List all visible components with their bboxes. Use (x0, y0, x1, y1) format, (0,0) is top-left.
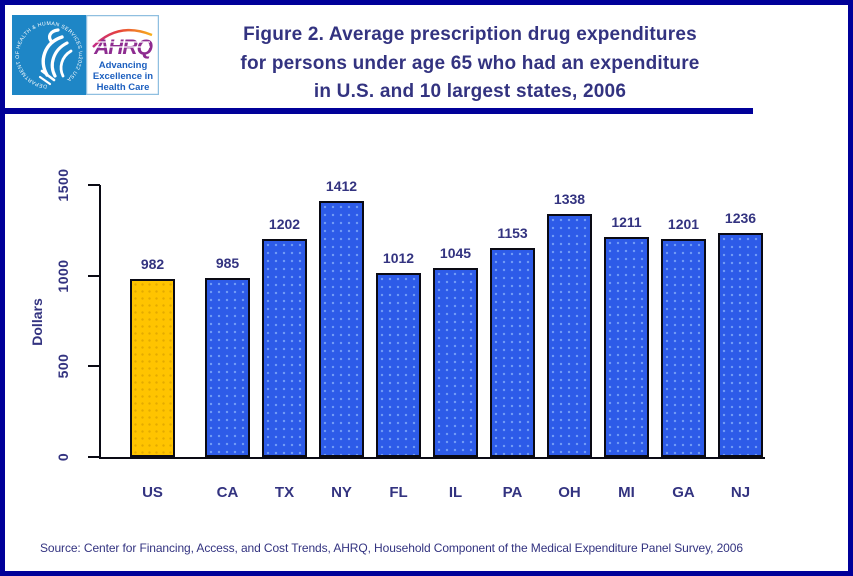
bar-GA (661, 239, 706, 457)
ahrq-logo-icon: AHRQ Advancing Excellence in Health Care (85, 14, 160, 96)
header-divider-rule (5, 108, 753, 114)
bar-NY (319, 201, 364, 457)
ahrq-logo: AHRQ Advancing Excellence in Health Care (85, 14, 160, 96)
bar-value-label-PA: 1153 (497, 225, 528, 241)
bar-value-label-NJ: 1236 (724, 210, 757, 226)
x-axis-label-CA: CA (216, 484, 239, 501)
bar-FL (376, 273, 421, 457)
y-axis-tick (88, 274, 100, 277)
bar-PA (490, 248, 535, 457)
y-axis-tick (88, 365, 100, 368)
hhs-logo: DEPARTMENT OF HEALTH & HUMAN SERVICES \u… (12, 15, 86, 95)
bar-OH (547, 214, 592, 457)
x-axis-label-US: US (142, 484, 163, 501)
bar-value-label-MI: 1211 (611, 214, 642, 230)
figure-title: Figure 2. Average prescription drug expe… (165, 21, 775, 107)
x-axis-label-PA: PA (502, 484, 523, 501)
bar-value-label-OH: 1338 (553, 191, 586, 207)
bar-value-label-TX: 1202 (268, 216, 301, 232)
ahrq-tagline-line1: Advancing (99, 60, 148, 71)
agency-logo: DEPARTMENT OF HEALTH & HUMAN SERVICES \u… (12, 14, 160, 96)
bar-TX (262, 239, 307, 457)
y-axis-title: Dollars (29, 298, 45, 346)
source-note: Source: Center for Financing, Access, an… (40, 541, 743, 555)
ahrq-tagline-line3: Health Care (97, 82, 150, 93)
bar-MI (604, 237, 649, 457)
figure-title-line3: in U.S. and 10 largest states, 2006 (313, 81, 627, 102)
y-axis-tick-label: 0 (55, 452, 71, 462)
y-axis-tick-label: 1000 (55, 259, 71, 293)
bar-value-label-FL: 1012 (382, 250, 415, 266)
x-axis-label-OH: OH (558, 484, 581, 501)
x-axis-label-TX: TX (274, 484, 295, 501)
x-axis-label-NJ: NJ (730, 484, 751, 501)
ahrq-tagline-line2: Excellence in (93, 71, 153, 82)
y-axis-tick (88, 456, 100, 458)
bar-value-label-US: 982 (140, 256, 165, 272)
bar-value-label-IL: 1045 (439, 245, 472, 261)
bar-NJ (718, 233, 763, 457)
y-axis-tick-label: 500 (55, 353, 71, 379)
x-axis-label-FL: FL (389, 484, 408, 501)
x-axis-label-GA: GA (672, 484, 695, 501)
y-axis-tick-label: 1500 (55, 168, 71, 202)
bar-US (130, 279, 175, 457)
x-axis-label-IL: IL (448, 484, 463, 501)
y-axis-tick (88, 184, 100, 186)
bar-value-label-CA: 985 (215, 255, 240, 271)
figure-title-line2: for persons under age 65 who had an expe… (240, 52, 700, 74)
x-axis-label-MI: MI (618, 484, 635, 501)
hhs-eagle-icon: DEPARTMENT OF HEALTH & HUMAN SERVICES \u… (12, 15, 86, 95)
plot-area: Dollars 0 500 1000 1500 982 US 985 CA 1202 TX 1412… (29, 168, 765, 501)
figure-title-line1: Figure 2. Average prescription drug expe… (243, 24, 697, 45)
x-axis-label-NY: NY (331, 484, 352, 501)
bar-CA (205, 278, 250, 457)
bar-IL (433, 268, 478, 457)
bar-value-label-NY: 1412 (325, 178, 358, 194)
bar-value-label-GA: 1201 (667, 216, 700, 232)
